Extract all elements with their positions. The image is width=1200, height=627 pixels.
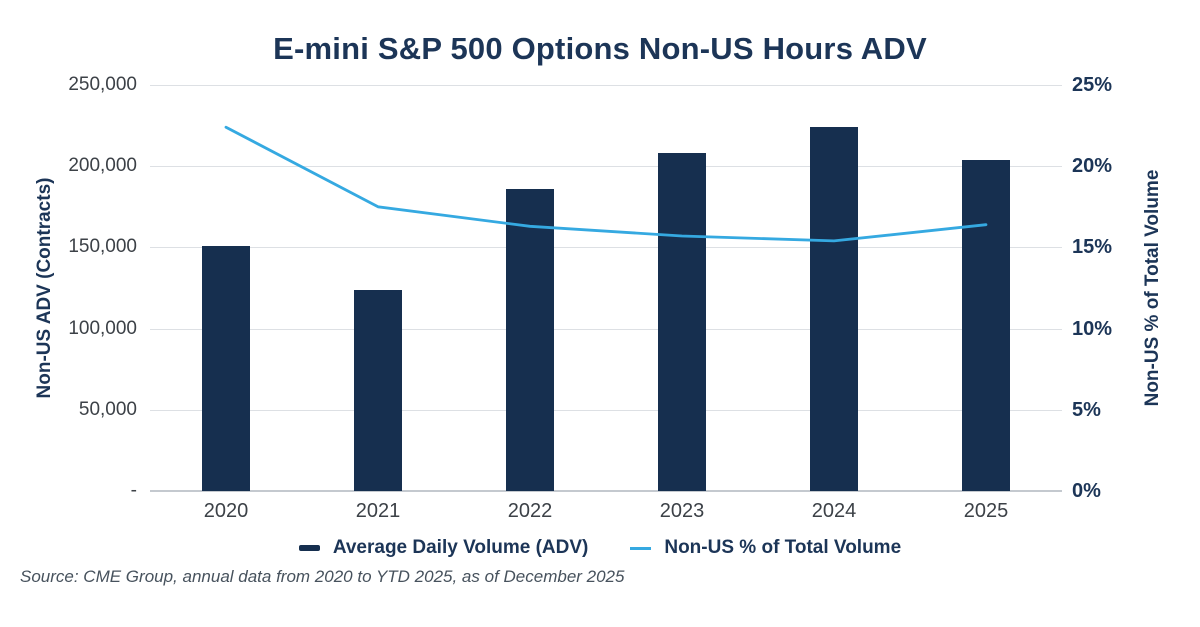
right-axis-tick-label: 5% <box>1072 398 1101 421</box>
right-axis-tick-label: 20% <box>1072 155 1113 178</box>
legend-label: Non-US % of Total Volume <box>664 537 902 558</box>
left-axis-title: Non-US ADV (Contracts) <box>34 177 55 399</box>
x-axis-line <box>150 490 1062 492</box>
legend-item-pct: Non-US % of Total Volume <box>630 537 901 559</box>
right-axis-tick-label: 15% <box>1072 236 1113 259</box>
gridline <box>150 166 1062 168</box>
bar-2025 <box>962 159 1010 491</box>
x-axis-tick-label: 2023 <box>659 500 705 522</box>
bar-series-marker-icon <box>298 545 320 551</box>
legend-label: Average Daily Volume (ADV) <box>332 537 589 558</box>
x-axis-tick-label: 2024 <box>811 500 857 522</box>
pct-line-series <box>224 125 988 243</box>
chart-title: E-mini S&P 500 Options Non-US Hours ADV <box>273 31 927 66</box>
left-axis-tick-label: 250,000 <box>68 74 137 95</box>
x-axis-tick-label: 2020 <box>203 500 249 522</box>
right-axis-title: Non-US % of Total Volume <box>1142 169 1163 407</box>
legend-item-adv: Average Daily Volume (ADV) <box>298 537 589 559</box>
gridline <box>150 85 1062 86</box>
plot-area <box>150 85 1062 492</box>
gridline <box>150 409 1062 411</box>
bar-2021 <box>354 289 402 491</box>
bar-2024 <box>810 127 858 491</box>
left-axis-tick-label: 100,000 <box>68 317 137 339</box>
bar-2022 <box>506 188 554 491</box>
right-axis-tick-label: 10% <box>1072 317 1113 340</box>
x-axis-tick-label: 2025 <box>963 500 1009 522</box>
legend: Average Daily Volume (ADV) Non-US % of T… <box>0 537 1200 559</box>
left-axis-tick-label: - <box>130 480 137 501</box>
bar-2023 <box>658 153 706 491</box>
gridline <box>150 247 1062 249</box>
left-axis-tick-label: 150,000 <box>68 236 137 258</box>
x-axis-tick-label: 2021 <box>355 500 401 522</box>
left-axis-tick-label: 200,000 <box>68 155 137 177</box>
right-axis-tick-label: 25% <box>1072 74 1113 96</box>
line-series-marker-icon <box>630 546 652 550</box>
source-note: Source: CME Group, annual data from 2020… <box>20 567 625 586</box>
gridline <box>150 328 1062 330</box>
bar-2020 <box>202 245 250 491</box>
x-axis-tick-label: 2022 <box>507 500 553 522</box>
left-axis-tick-label: 50,000 <box>78 398 137 420</box>
right-axis-tick-label: 0% <box>1072 480 1101 502</box>
